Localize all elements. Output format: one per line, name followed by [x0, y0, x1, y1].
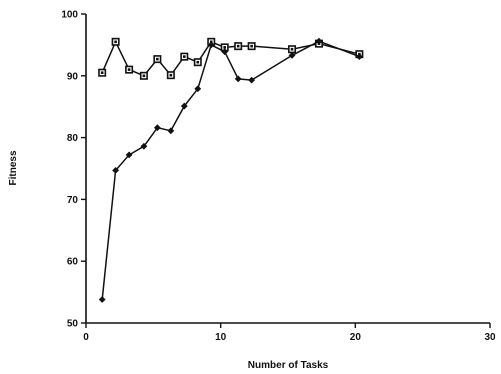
square-point-center: [156, 57, 159, 61]
diamond-point: [98, 296, 106, 303]
ticks: 50 60 70 80 90 100 0 10 20 30: [61, 10, 496, 344]
series-line: [101, 40, 360, 300]
x-tick-label: 20: [350, 332, 362, 343]
series: [98, 37, 364, 303]
diamond-point: [315, 37, 323, 45]
series-2: [98, 37, 363, 303]
diamond-point: [180, 102, 188, 110]
square-point-center: [250, 44, 253, 48]
y-tick-label: 100: [61, 10, 78, 21]
square-point-center: [169, 73, 173, 77]
square-point-center: [142, 74, 146, 78]
diamond-point: [288, 52, 296, 59]
diamond-point: [234, 75, 242, 83]
square-point-center: [127, 68, 131, 71]
diamond-point: [355, 53, 363, 61]
y-tick-label: 50: [67, 319, 79, 330]
diamond-point: [112, 166, 120, 174]
y-tick-label: 70: [67, 195, 79, 206]
series-1: [98, 37, 364, 80]
square-point-center: [223, 46, 227, 49]
x-axis-label: Number of Tasks: [248, 360, 329, 371]
square-point-center: [290, 47, 294, 51]
diamond-point: [153, 124, 161, 132]
diamond-point: [167, 127, 175, 135]
y-tick-label: 60: [67, 257, 79, 268]
x-tick-label: 0: [83, 332, 89, 343]
diamond-point: [221, 48, 229, 56]
axes: [85, 14, 490, 324]
diamond-point: [194, 85, 202, 93]
x-tick-label: 30: [484, 332, 496, 343]
diamond-point: [207, 41, 215, 49]
diamond-point: [248, 76, 256, 84]
square-point-center: [183, 55, 186, 58]
square-point-center: [236, 44, 240, 48]
diamond-point: [140, 142, 148, 150]
y-axis-label: Fitness: [8, 150, 19, 185]
x-tick-label: 10: [215, 332, 227, 343]
y-tick-label: 90: [67, 71, 79, 82]
square-point-center: [196, 60, 200, 64]
square-point-center: [100, 71, 104, 75]
square-point-center: [114, 40, 117, 44]
diamond-point: [125, 151, 133, 159]
y-tick-label: 80: [67, 133, 79, 144]
